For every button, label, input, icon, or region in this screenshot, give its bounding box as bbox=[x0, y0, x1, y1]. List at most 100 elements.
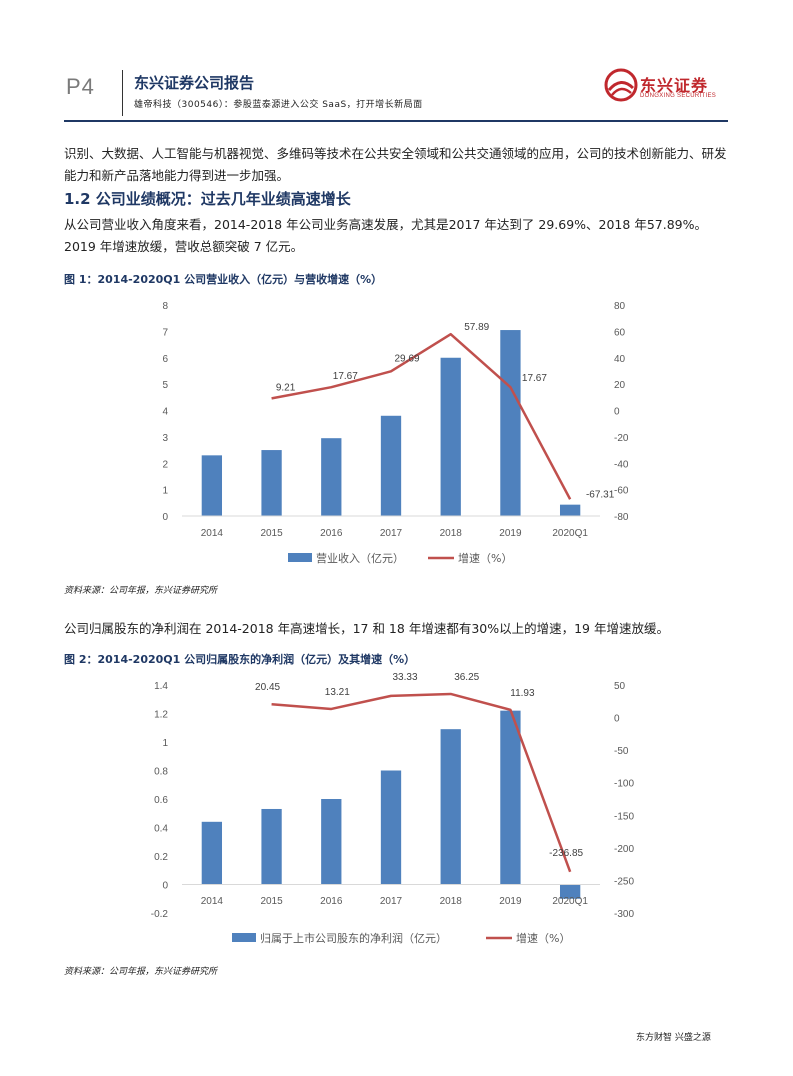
figure-1-title: 图 1：2014-2020Q1 公司营业收入（亿元）与营收增速（%） bbox=[64, 273, 383, 286]
revenue-bar bbox=[321, 799, 342, 885]
legend-bar-swatch bbox=[288, 553, 312, 562]
x-tick-label: 2019 bbox=[499, 528, 522, 539]
y-left-tick-label: 7 bbox=[162, 327, 168, 338]
growth-data-label: 36.25 bbox=[454, 672, 479, 683]
y-left-tick-label: 2 bbox=[162, 459, 168, 470]
y-left-tick-label: 4 bbox=[162, 407, 168, 418]
logo-subtext: DONGXING SECURITIES bbox=[640, 93, 717, 99]
y-right-tick-label: -40 bbox=[614, 459, 629, 470]
x-tick-label: 2014 bbox=[201, 528, 224, 539]
y-left-tick-label: 1.2 bbox=[154, 710, 168, 721]
x-tick-label: 2016 bbox=[320, 896, 343, 907]
x-tick-label: 2018 bbox=[440, 528, 463, 539]
growth-data-label: 17.67 bbox=[522, 373, 547, 384]
y-left-tick-label: 0.6 bbox=[154, 795, 168, 806]
y-left-tick-label: 1.4 bbox=[154, 681, 168, 692]
dongxing-logo-icon bbox=[604, 68, 638, 102]
revenue-bar bbox=[440, 729, 461, 885]
legend-bar-label: 归属于上市公司股东的净利润（亿元） bbox=[260, 931, 447, 945]
x-tick-label: 2016 bbox=[320, 528, 343, 539]
figure-2-title: 图 2：2014-2020Q1 公司归属股东的净利润（亿元）及其增速（%） bbox=[64, 653, 416, 666]
section-heading: 1.2 公司业绩概况：过去几年业绩高速增长 bbox=[64, 190, 351, 208]
header-divider bbox=[122, 70, 123, 116]
logo-text: 东兴证券 bbox=[640, 76, 709, 95]
x-tick-label: 2015 bbox=[260, 528, 283, 539]
x-tick-label: 2020Q1 bbox=[552, 528, 588, 539]
x-tick-label: 2017 bbox=[380, 528, 403, 539]
paragraph-intro: 识别、大数据、人工智能与机器视觉、多维码等技术在公共安全领域和公共交通领域的应用… bbox=[64, 146, 727, 183]
revenue-bar bbox=[380, 770, 402, 885]
y-left-tick-label: 5 bbox=[162, 380, 168, 391]
y-right-tick-label: -50 bbox=[614, 746, 629, 757]
growth-data-label: 9.21 bbox=[276, 382, 296, 393]
growth-data-label: 17.67 bbox=[333, 371, 358, 382]
y-right-tick-label: -60 bbox=[614, 486, 629, 497]
y-right-tick-label: 60 bbox=[614, 327, 626, 338]
y-right-tick-label: -100 bbox=[614, 779, 634, 790]
revenue-bar bbox=[261, 808, 282, 885]
report-title: 东兴证券公司报告 bbox=[134, 74, 255, 92]
x-tick-label: 2020Q1 bbox=[552, 896, 588, 907]
report-subtitle: 雄帝科技（300546）：参股蓝泰源进入公交 SaaS，打开增长新局面 bbox=[134, 100, 423, 110]
growth-line bbox=[271, 332, 572, 500]
growth-data-label: 20.45 bbox=[255, 682, 280, 693]
revenue-bar bbox=[201, 821, 223, 885]
x-tick-label: 2019 bbox=[499, 896, 522, 907]
y-right-tick-label: -300 bbox=[614, 909, 634, 920]
legend-line-label: 增速（%） bbox=[516, 931, 570, 945]
legend-bar-swatch bbox=[232, 933, 256, 942]
growth-data-label: -236.85 bbox=[549, 848, 583, 859]
figure-1-source: 资料来源：公司年报，东兴证券研究所 bbox=[64, 586, 218, 596]
header-rule bbox=[64, 120, 728, 122]
y-right-tick-label: 0 bbox=[614, 407, 620, 418]
growth-data-label: 11.93 bbox=[510, 688, 535, 699]
y-right-tick-label: -80 bbox=[614, 512, 629, 523]
legend-bar-label: 营业收入（亿元） bbox=[316, 551, 404, 565]
y-left-tick-label: 0.2 bbox=[154, 852, 168, 863]
x-tick-label: 2017 bbox=[380, 896, 403, 907]
y-right-tick-label: -150 bbox=[614, 811, 634, 822]
growth-data-label: -67.31 bbox=[586, 489, 615, 500]
y-right-tick-label: 20 bbox=[614, 380, 626, 391]
y-left-tick-label: 3 bbox=[162, 433, 168, 444]
y-left-tick-label: -0.2 bbox=[151, 909, 169, 920]
y-left-tick-label: 0.4 bbox=[154, 824, 168, 835]
y-left-tick-label: 0 bbox=[162, 512, 168, 523]
revenue-bar bbox=[321, 438, 342, 516]
paragraph-revenue: 从公司营业收入角度来看，2014-2018 年公司业务高速发展，尤其是2017 … bbox=[64, 217, 707, 254]
figure-2-source: 资料来源：公司年报，东兴证券研究所 bbox=[64, 967, 218, 977]
y-left-tick-label: 8 bbox=[162, 301, 168, 312]
growth-data-label: 33.33 bbox=[392, 672, 417, 683]
footer-slogan: 东方财智 兴盛之源 bbox=[636, 1033, 711, 1043]
y-left-tick-label: 6 bbox=[162, 354, 168, 365]
growth-line bbox=[271, 692, 572, 873]
paragraph-net-profit: 公司归属股东的净利润在 2014-2018 年高速增长，17 和 18 年增速都… bbox=[64, 621, 669, 636]
revenue-bar bbox=[500, 710, 521, 885]
growth-data-label: 13.21 bbox=[325, 687, 350, 698]
growth-data-label: 57.89 bbox=[464, 322, 489, 333]
revenue-bar bbox=[440, 357, 461, 516]
revenue-bar bbox=[201, 455, 223, 516]
revenue-bar bbox=[559, 504, 581, 516]
y-left-tick-label: 0.8 bbox=[154, 767, 168, 778]
revenue-bar bbox=[261, 450, 282, 516]
y-left-tick-label: 0 bbox=[162, 881, 168, 892]
y-left-tick-label: 1 bbox=[162, 486, 168, 497]
growth-data-label: 29.69 bbox=[394, 353, 419, 364]
revenue-bar bbox=[380, 415, 402, 516]
y-right-tick-label: -20 bbox=[614, 433, 629, 444]
legend-line-label: 增速（%） bbox=[458, 551, 512, 565]
revenue-bar bbox=[500, 330, 521, 516]
revenue-bar bbox=[559, 884, 581, 899]
y-right-tick-label: 80 bbox=[614, 301, 626, 312]
x-tick-label: 2015 bbox=[260, 896, 283, 907]
x-tick-label: 2014 bbox=[201, 896, 224, 907]
page-number: P4 bbox=[66, 74, 95, 99]
y-right-tick-label: 0 bbox=[614, 714, 620, 725]
y-right-tick-label: -200 bbox=[614, 844, 634, 855]
y-left-tick-label: 1 bbox=[162, 738, 168, 749]
y-right-tick-label: 50 bbox=[614, 681, 626, 692]
x-tick-label: 2018 bbox=[440, 896, 463, 907]
